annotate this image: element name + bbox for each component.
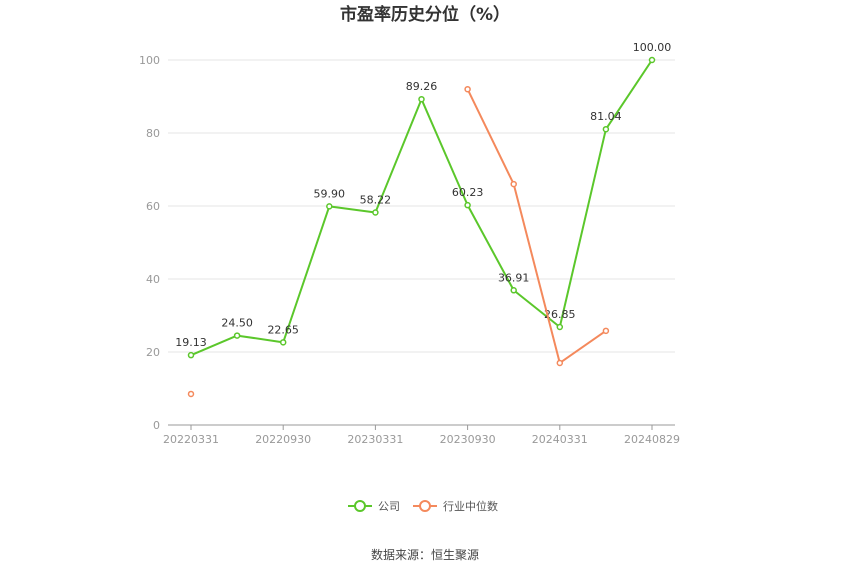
legend-label: 行业中位数 — [443, 499, 498, 513]
x-tick-label: 20220331 — [163, 433, 219, 446]
data-label: 60.23 — [452, 186, 484, 199]
series-company: 19.13 24.50 22.65 59.90 58.22 89.26 60.23 36.91… — [175, 41, 672, 359]
legend-label: 公司 — [378, 500, 400, 513]
data-point — [556, 359, 564, 367]
data-label: 89.26 — [406, 80, 438, 93]
legend-marker — [419, 500, 431, 512]
data-point — [187, 390, 195, 398]
data-label: 81.04 — [590, 110, 622, 123]
data-point — [326, 203, 333, 210]
y-tick-label: 60 — [146, 200, 160, 213]
legend[interactable]: 公司 行业中位数 — [348, 499, 498, 513]
y-tick-label: 100 — [139, 54, 160, 67]
x-tick-label: 20240331 — [532, 433, 588, 446]
series-line — [466, 88, 607, 364]
x-tick-label: 20230331 — [347, 433, 403, 446]
data-point — [279, 339, 287, 346]
chart-title: 市盈率历史分位（%） — [340, 4, 510, 25]
data-point — [233, 332, 241, 339]
data-point — [556, 323, 564, 331]
y-tick-label: 80 — [146, 127, 160, 140]
series-line — [190, 59, 653, 357]
series-group: 19.13 24.50 22.65 59.90 58.22 89.26 60.23 36.91… — [175, 41, 672, 398]
data-point — [372, 209, 379, 216]
data-point — [602, 327, 610, 335]
data-label: 19.13 — [175, 336, 207, 349]
data-point — [510, 287, 517, 294]
legend-item-industry-median[interactable]: 行业中位数 — [413, 499, 498, 513]
data-label: 58.22 — [360, 193, 392, 206]
data-point — [648, 56, 656, 64]
x-tick-label: 20220930 — [255, 433, 311, 446]
data-label: 36.91 — [498, 271, 530, 284]
data-label: 24.50 — [221, 317, 253, 330]
source-note: 数据来源：恒生聚源 — [371, 547, 479, 562]
data-point — [187, 351, 195, 359]
data-point — [464, 201, 471, 209]
x-tick-label: 20230930 — [440, 433, 496, 446]
data-label: 59.90 — [314, 187, 346, 200]
grid-lines — [168, 59, 675, 353]
data-label: 100.00 — [633, 41, 672, 54]
y-tick-label: 20 — [146, 346, 160, 359]
data-point — [418, 95, 425, 103]
y-axis: 0 20 40 60 80 100 — [139, 54, 160, 432]
data-label: 22.65 — [267, 323, 299, 336]
legend-item-company[interactable]: 公司 — [348, 500, 400, 513]
series-industry-median — [187, 85, 610, 398]
data-label: 26.85 — [544, 308, 576, 321]
data-point — [510, 180, 517, 188]
y-tick-label: 40 — [146, 273, 160, 286]
data-point — [464, 85, 471, 93]
data-point — [602, 125, 610, 133]
x-tick-label: 20240829 — [624, 433, 680, 446]
x-axis: 20220331 20220930 20230331 20230930 20240331… — [163, 424, 680, 446]
legend-marker — [354, 500, 366, 512]
y-tick-label: 0 — [153, 419, 160, 432]
